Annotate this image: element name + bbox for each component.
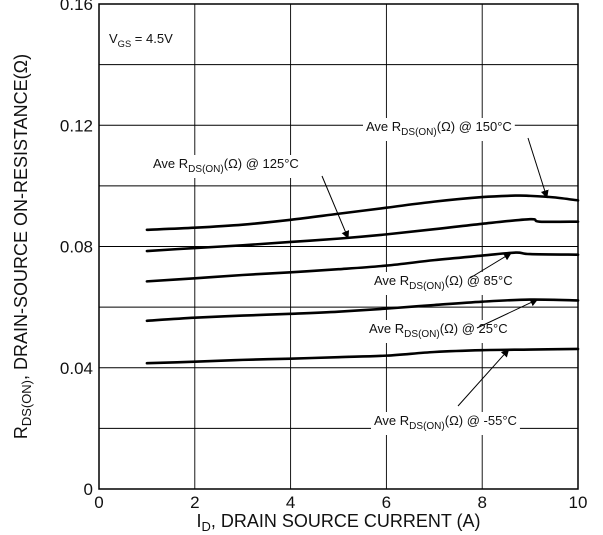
annotation-arrow	[457, 348, 510, 407]
y-tick-label: 0	[84, 480, 93, 499]
plot-frame	[98, 3, 579, 490]
annotation-background	[150, 155, 302, 178]
y-tick-label: 0.12	[60, 116, 93, 135]
series-line-0	[145, 194, 580, 232]
annotation: Ave RDS(ON)(Ω) @ 125°C	[150, 155, 350, 239]
annotation: Ave RDS(ON)(Ω) @ -55°C	[371, 348, 520, 435]
annotation: Ave RDS(ON)(Ω) @ 150°C	[363, 118, 549, 199]
annotation-arrow	[469, 252, 512, 279]
annotation-label: Ave RDS(ON)(Ω) @ 125°C	[153, 156, 299, 175]
x-tick-label: 10	[569, 493, 588, 512]
annotation-layer: Ave RDS(ON)(Ω) @ 150°C Ave RDS(ON)(Ω) @ 1…	[150, 118, 549, 435]
series-line-4	[145, 347, 580, 365]
annotation-background	[363, 118, 515, 141]
series-line-3	[145, 298, 580, 323]
annotation-background	[366, 320, 511, 343]
x-tick-label: 6	[382, 493, 391, 512]
y-axis-label: RDS(ON), DRAIN-SOURCE ON-RESISTANCE(Ω)	[11, 54, 34, 439]
y-tick-label: 0.08	[60, 238, 93, 257]
annotation-label: Ave RDS(ON)(Ω) @ 85°C	[374, 273, 513, 292]
annotation-arrow	[321, 175, 350, 239]
tick-labels: 0 2 4 6 8 10 0 0.04 0.08 0.12 0.16	[60, 0, 588, 512]
annotation-background	[371, 272, 516, 295]
annotation-arrow	[476, 298, 539, 329]
series-line-2	[145, 251, 580, 283]
x-tick-label: 8	[477, 493, 486, 512]
annotation-background	[371, 412, 520, 435]
condition-label: VGS = 4.5V	[109, 31, 173, 49]
annotation: Ave RDS(ON)(Ω) @ 85°C	[371, 252, 516, 295]
series-line-1	[145, 217, 580, 253]
series-layer	[145, 194, 580, 365]
x-tick-label: 0	[94, 493, 103, 512]
y-tick-label: 0.16	[60, 0, 93, 14]
axis-labels: ID, DRAIN SOURCE CURRENT (A) RDS(ON), DRA…	[11, 31, 481, 534]
annotation-label: Ave RDS(ON)(Ω) @ 150°C	[366, 119, 512, 138]
annotation-arrow	[527, 137, 549, 199]
annotation-label: Ave RDS(ON)(Ω) @ 25°C	[369, 321, 508, 340]
annotation-label: Ave RDS(ON)(Ω) @ -55°C	[374, 413, 517, 432]
x-axis-label: ID, DRAIN SOURCE CURRENT (A)	[196, 511, 480, 534]
x-tick-label: 4	[286, 493, 295, 512]
annotation: Ave RDS(ON)(Ω) @ 25°C	[366, 298, 539, 343]
x-tick-label: 2	[190, 493, 199, 512]
y-tick-label: 0.04	[60, 359, 93, 378]
